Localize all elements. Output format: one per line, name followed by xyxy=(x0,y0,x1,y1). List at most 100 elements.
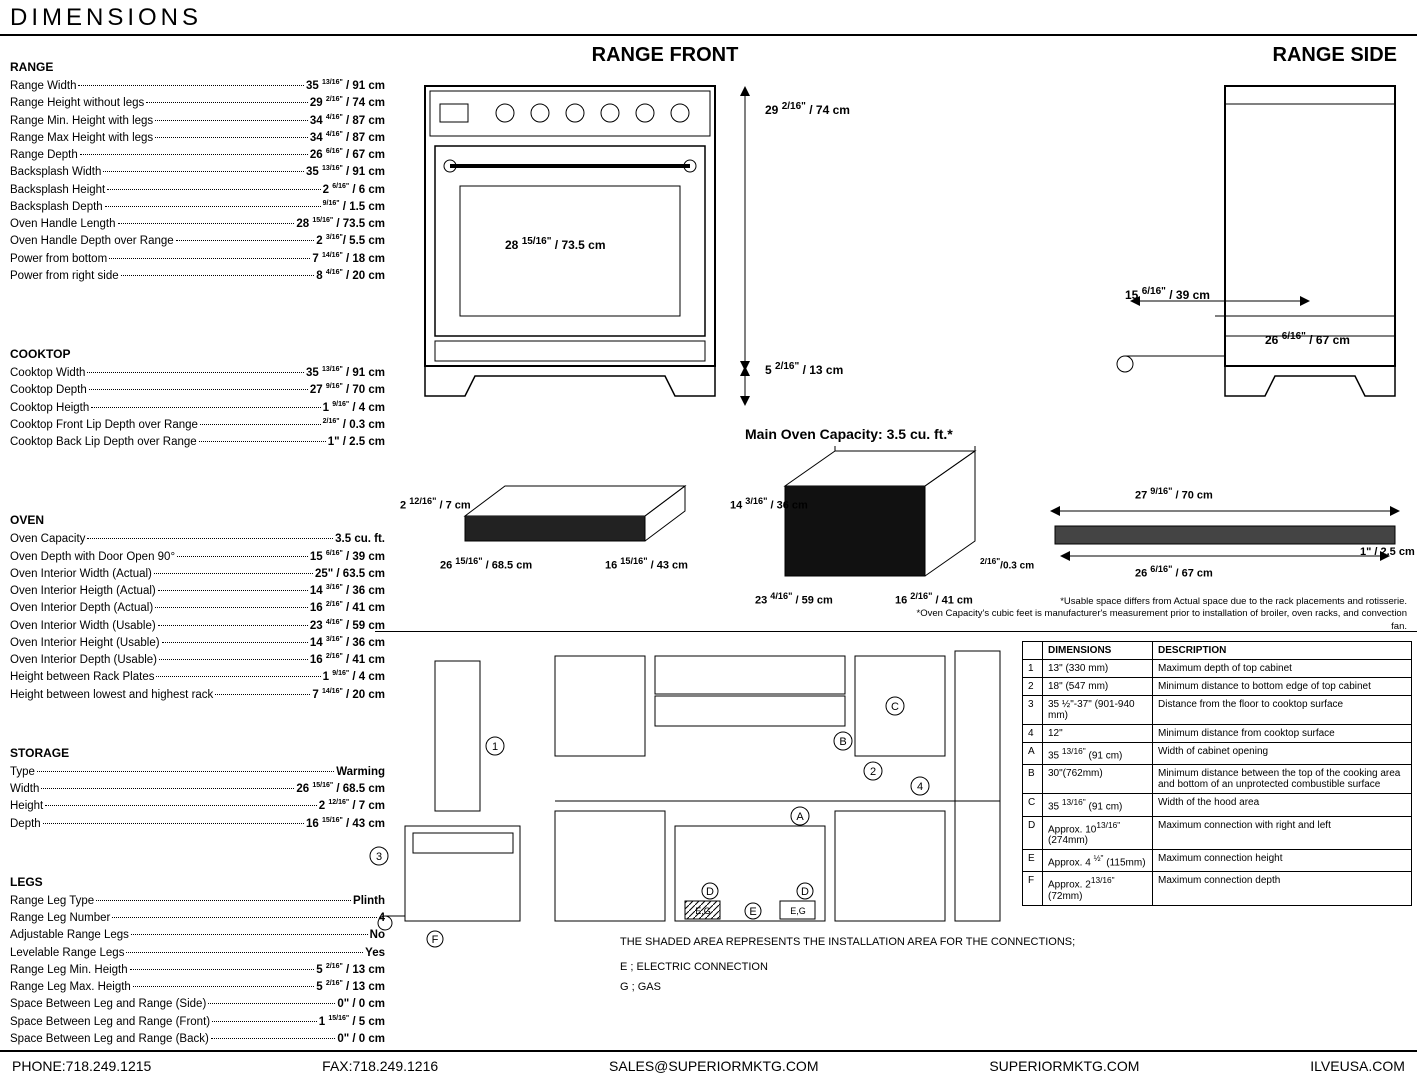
dim-label: Oven Handle Depth over Range xyxy=(10,233,174,250)
dim-value: 8 4/16" / 20 cm xyxy=(316,268,385,285)
tray-w-dim: 26 15/16" / 68.5 cm xyxy=(440,556,532,572)
dim-label: Oven Interior Width (Usable) xyxy=(10,618,156,635)
dim-row: Range Min. Height with legs34 4/16" / 87… xyxy=(10,113,385,130)
dim-value: 28 15/16" / 73.5 cm xyxy=(296,216,385,233)
dim-value: 3.5 cu. ft. xyxy=(335,531,385,548)
svg-text:E,G: E,G xyxy=(695,906,711,916)
dim-value: 35 13/16" / 91 cm xyxy=(306,365,385,382)
dim-row: Range Height without legs29 2/16" / 74 c… xyxy=(10,95,385,112)
dim-row: Range Depth26 6/16" / 67 cm xyxy=(10,147,385,164)
dim-row: Range Leg Max. Heigth 5 2/16" / 13 cm xyxy=(10,979,385,996)
dim-row: Oven Depth with Door Open 90°15 6/16" / … xyxy=(10,549,385,566)
dim-value: 2 3/16"/ 5.5 cm xyxy=(316,233,385,250)
cooktop-right-dim: 1" / 2.5 cm xyxy=(1360,546,1415,558)
dim-label: Width xyxy=(10,781,39,798)
dim-value: 34 4/16" / 87 cm xyxy=(310,130,385,147)
install-note-3: G ; GAS xyxy=(620,981,661,993)
diagrams-area: RANGE FRONT RANGE SIDE 29 2/16" / 74 cm … xyxy=(395,36,1417,1046)
dim-label: Space Between Leg and Range (Back) xyxy=(10,1031,209,1048)
dim-row: Range Leg Number4 xyxy=(10,910,385,927)
svg-text:1: 1 xyxy=(492,741,498,753)
dim-value: 25" / 63.5 cm xyxy=(315,566,385,583)
dim-label: Cooktop Width xyxy=(10,365,85,382)
dim-value: 26 6/16" / 67 cm xyxy=(310,147,385,164)
dim-row: Power from right side 8 4/16" / 20 cm xyxy=(10,268,385,285)
dim-label: Space Between Leg and Range (Front) xyxy=(10,1014,210,1031)
svg-text:E,G: E,G xyxy=(790,906,806,916)
oven-section-label: OVEN xyxy=(10,511,385,529)
dim-row: Oven Interior Height (Usable)14 3/16" / … xyxy=(10,635,385,652)
dim-value: 5 2/16" / 13 cm xyxy=(316,979,385,996)
dim-label: Backsplash Depth xyxy=(10,199,103,216)
footer-phone: PHONE:718.249.1215 xyxy=(12,1058,151,1074)
svg-text:D: D xyxy=(801,886,809,898)
range-side-title: RANGE SIDE xyxy=(1147,44,1397,67)
dim-value: 7 14/16" / 18 cm xyxy=(312,251,385,268)
table-row: A35 13/16" (91 cm)Width of cabinet openi… xyxy=(1023,743,1412,765)
range-front-title: RANGE FRONT xyxy=(515,44,815,67)
dim-row: Adjustable Range LegsNo xyxy=(10,927,385,944)
dim-label: Levelable Range Legs xyxy=(10,945,124,962)
dim-row: Levelable Range LegsYes xyxy=(10,945,385,962)
cooktop-profile-diagram xyxy=(1025,496,1415,576)
dim-label: Oven Interior Heigth (Actual) xyxy=(10,583,156,600)
dim-row: Oven Handle Length 28 15/16" / 73.5 cm xyxy=(10,216,385,233)
dim-value: 1" / 2.5 cm xyxy=(328,434,385,451)
dim-label: Height xyxy=(10,798,43,815)
dim-row: Cooktop Front Lip Depth over Range2/16" … xyxy=(10,417,385,434)
dim-row: Space Between Leg and Range (Back)0" / 0… xyxy=(10,1031,385,1048)
dim-label: Cooktop Front Lip Depth over Range xyxy=(10,417,198,434)
dim-label: Power from bottom xyxy=(10,251,107,268)
dim-row: Depth16 15/16" / 43 cm xyxy=(10,816,385,833)
dim-row: Oven Interior Depth (Actual) 16 2/16" / 4… xyxy=(10,600,385,617)
dim-label: Cooktop Depth xyxy=(10,382,87,399)
front-leg-dim: 5 2/16" / 13 cm xyxy=(765,361,843,377)
dim-row: Height2 12/16" / 7 cm xyxy=(10,798,385,815)
oven-box-diagram xyxy=(765,446,985,596)
table-row: DApprox. 1013/16" (274mm)Maximum connect… xyxy=(1023,816,1412,849)
dim-label: Adjustable Range Legs xyxy=(10,927,129,944)
svg-text:2: 2 xyxy=(870,766,876,778)
dim-label: Oven Handle Length xyxy=(10,216,116,233)
box-w-dim: 23 4/16" / 59 cm xyxy=(755,591,833,607)
dim-value: 16 2/16" / 41 cm xyxy=(310,600,385,617)
dim-value: 0" / 0 cm xyxy=(337,996,385,1013)
dim-label: Cooktop Back Lip Depth over Range xyxy=(10,434,197,451)
svg-text:A: A xyxy=(796,811,804,823)
tray-d-dim: 16 15/16" / 43 cm xyxy=(605,556,688,572)
dim-row: Height between lowest and highest rack7 … xyxy=(10,687,385,704)
box-h-dim: 14 3/16" / 36 cm xyxy=(730,496,808,512)
dim-row: Space Between Leg and Range (Side) 0" / 0… xyxy=(10,996,385,1013)
dim-label: Space Between Leg and Range (Side) xyxy=(10,996,206,1013)
table-row: 335 ½"-37" (901-940 mm)Distance from the… xyxy=(1023,696,1412,725)
dim-row: Cooktop Width 35 13/16" / 91 cm xyxy=(10,365,385,382)
dim-label: Oven Interior Width (Actual) xyxy=(10,566,152,583)
dim-value: 27 9/16" / 70 cm xyxy=(310,382,385,399)
dim-row: Cooktop Back Lip Depth over Range 1" / 2.… xyxy=(10,434,385,451)
svg-text:F: F xyxy=(432,934,439,946)
dim-label: Height between lowest and highest rack xyxy=(10,687,213,704)
range-section-label: RANGE xyxy=(10,58,385,76)
dim-row: Cooktop Depth 27 9/16" / 70 cm xyxy=(10,382,385,399)
dim-label: Oven Interior Depth (Actual) xyxy=(10,600,153,617)
svg-text:B: B xyxy=(839,736,846,748)
dim-label: Range Leg Max. Heigth xyxy=(10,979,131,996)
table-row: C35 13/16" (91 cm)Width of the hood area xyxy=(1023,794,1412,816)
dim-label: Power from right side xyxy=(10,268,119,285)
dim-label: Range Min. Height with legs xyxy=(10,113,153,130)
dim-value: 9/16" / 1.5 cm xyxy=(323,199,385,216)
dim-row: Backsplash Width35 13/16" / 91 cm xyxy=(10,164,385,181)
dim-value: 1 9/16" / 4 cm xyxy=(323,400,385,417)
dimensions-list: RANGE Range Width35 13/16" / 91 cmRange … xyxy=(0,36,395,1046)
install-note-2: E ; ELECTRIC CONNECTION xyxy=(620,961,768,973)
range-side-diagram xyxy=(1025,76,1405,406)
dim-label: Oven Interior Height (Usable) xyxy=(10,635,160,652)
footer-email: SALES@SUPERIORMKTG.COM xyxy=(609,1058,818,1074)
dim-value: 2 6/16" / 6 cm xyxy=(323,182,385,199)
dim-label: Backsplash Height xyxy=(10,182,105,199)
dim-value: 35 13/16" / 91 cm xyxy=(306,78,385,95)
dim-row: Width26 15/16" / 68.5 cm xyxy=(10,781,385,798)
svg-text:E: E xyxy=(749,906,756,918)
svg-text:3: 3 xyxy=(376,851,382,863)
footer-web2: ILVEUSA.COM xyxy=(1310,1058,1405,1074)
